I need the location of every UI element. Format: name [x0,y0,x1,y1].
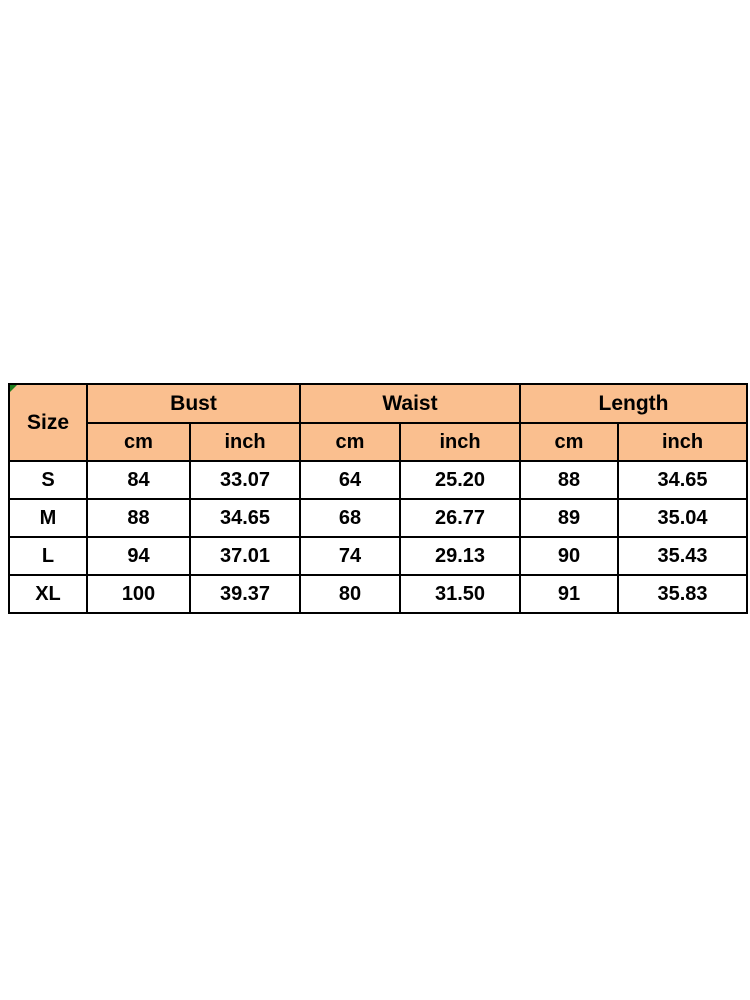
waist-inch-value: 29.13 [399,536,521,576]
length-cm-value: 91 [519,574,619,614]
length-cm-value: 90 [519,536,619,576]
header-cell-length: Length [519,383,748,424]
bust-cm-value: 100 [86,574,191,614]
header-group-row: Size Bust Waist Length [8,383,748,462]
size-value: S [8,460,88,500]
header-cell-waist: Waist [299,383,521,424]
waist-cm-value: 74 [299,536,401,576]
size-chart-table: Size Bust Waist Length cm inch cm inch c… [8,383,748,614]
length-cm-value: 88 [519,460,619,500]
waist-cm-header: cm [299,422,401,462]
table-row-l: L 94 37.01 74 29.13 90 35.43 [8,536,748,576]
waist-inch-value: 25.20 [399,460,521,500]
bust-cm-value: 88 [86,498,191,538]
size-value: L [8,536,88,576]
table-row-m: M 88 34.65 68 26.77 89 35.04 [8,498,748,538]
length-inch-value: 35.83 [617,574,748,614]
bust-inch-value: 33.07 [189,460,301,500]
waist-cm-value: 80 [299,574,401,614]
bust-cm-header: cm [86,422,191,462]
bust-inch-value: 34.65 [189,498,301,538]
length-inch-value: 34.65 [617,460,748,500]
waist-inch-value: 26.77 [399,498,521,538]
length-inch-value: 35.04 [617,498,748,538]
size-value: M [8,498,88,538]
header-cell-size: Size [8,383,88,462]
table-row-xl: XL 100 39.37 80 31.50 91 35.83 [8,574,748,614]
header-cell-bust: Bust [86,383,301,424]
waist-inch-header: inch [399,422,521,462]
bust-inch-value: 39.37 [189,574,301,614]
length-inch-value: 35.43 [617,536,748,576]
table-row-s: S 84 33.07 64 25.20 88 34.65 [8,460,748,500]
size-label: Size [26,410,70,434]
header-units-row: cm inch cm inch cm inch [9,422,748,462]
length-inch-header: inch [617,422,748,462]
waist-cm-value: 68 [299,498,401,538]
size-chart: Size Bust Waist Length cm inch cm inch c… [8,383,748,614]
size-value: XL [8,574,88,614]
waist-inch-value: 31.50 [399,574,521,614]
length-cm-value: 89 [519,498,619,538]
bust-inch-header: inch [189,422,301,462]
bust-cm-value: 84 [86,460,191,500]
length-cm-header: cm [519,422,619,462]
excel-error-flag-icon [10,385,17,392]
bust-inch-value: 37.01 [189,536,301,576]
waist-cm-value: 64 [299,460,401,500]
bust-cm-value: 94 [86,536,191,576]
